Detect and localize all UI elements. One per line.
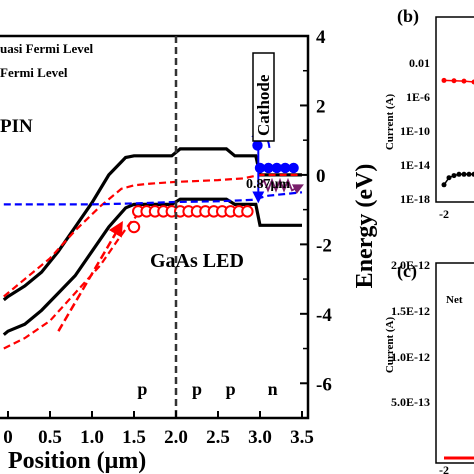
- quasi-fermi-electrons-line: [3, 173, 302, 298]
- b-series-point: [471, 79, 474, 85]
- y-tick-label: -4: [316, 305, 332, 326]
- wavelength-label: 0.87μm: [246, 177, 290, 192]
- panel-a-y-ticks: -6 -4 -2 0 2 4: [300, 27, 332, 419]
- device-label: GaAs LED: [150, 250, 244, 272]
- electrons-point: [263, 162, 274, 174]
- b-ytick: 1E-6: [406, 90, 430, 104]
- hole-injection-arrow: [57, 220, 123, 332]
- c-ytick: 1.0E-12: [391, 350, 430, 364]
- doping-label: n: [268, 379, 278, 399]
- b-series-point: [451, 78, 457, 84]
- cathode-frame: [252, 52, 275, 142]
- b-ytick: 1E-10: [400, 124, 430, 138]
- doping-label: p: [192, 379, 202, 399]
- x-tick-label: 0.5: [38, 427, 62, 448]
- x-tick-label: 2.0: [164, 427, 188, 448]
- conduction-band-line: [2, 147, 302, 302]
- panel-c-legend: Net: [446, 294, 463, 306]
- y-tick-label: 0: [316, 166, 326, 187]
- panel-b-label: (b): [397, 6, 419, 27]
- electrons-point: [271, 162, 282, 174]
- panel-b-y-ticks: 0.01 1E-6 1E-10 1E-14 1E-18: [400, 56, 430, 206]
- panel-b-frame: [435, 16, 474, 203]
- x-axis-label: Position (μm): [8, 448, 146, 474]
- x-tick-label: 0: [3, 427, 13, 448]
- b-series-point: [441, 77, 447, 83]
- x-tick-label: 2.5: [206, 427, 230, 448]
- quasi-fermi-holes-line: [3, 208, 144, 350]
- c-ytick: 5.0E-13: [391, 395, 430, 409]
- b-xtick: -2: [439, 207, 449, 221]
- b-series-line: [443, 79, 474, 83]
- b-series-point: [456, 171, 462, 177]
- x-tick-label: 1.0: [80, 427, 104, 448]
- b-ytick: 1E-14: [400, 158, 430, 172]
- legend-quasi-fermi: uasi Fermi Level: [0, 41, 94, 56]
- panel-b: (b) Current (A) 0.01 1E-6 1E-10 1E-14 1E…: [384, 6, 474, 221]
- hole-entry-point: [127, 220, 141, 234]
- cathode-box: Cathode: [252, 52, 275, 142]
- b-series-point: [441, 182, 447, 188]
- photon-wave-icon: [259, 177, 304, 195]
- b-series-point: [461, 78, 467, 84]
- fermi-level-line: [3, 191, 303, 206]
- panel-c-frame: [435, 262, 474, 464]
- x-tick-label: 1.5: [122, 427, 146, 448]
- panel-a: 0 0.5 1.0 1.5 2.0 2.5 3.0 3.5 -6 -4 -2 0 2 4 uasi Fe…: [0, 27, 378, 474]
- panel-b-y-label: Current (A): [384, 94, 396, 151]
- y-axis-label: Energy (eV): [352, 164, 378, 289]
- electrons-point: [288, 162, 299, 174]
- b-ytick: 1E-18: [400, 192, 430, 206]
- b-series-point: [461, 171, 467, 177]
- b-series-point: [471, 171, 474, 177]
- panel-c-y-ticks: 2.0E-12 1.5E-12 1.0E-12 5.0E-13: [391, 258, 430, 409]
- b-series-point: [446, 175, 452, 181]
- b-ytick: 0.01: [409, 56, 430, 70]
- panel-b-series: [441, 77, 474, 188]
- valence-band-line: [2, 197, 302, 336]
- x-tick-label: 3.0: [248, 427, 272, 448]
- c-ytick: 2.0E-12: [391, 258, 430, 272]
- y-tick-label: -6: [316, 374, 332, 395]
- x-tick-label: 3.5: [290, 427, 314, 448]
- legend-fermi: Fermi Level: [0, 65, 68, 80]
- y-tick-label: 4: [316, 27, 326, 48]
- legend-net-label: Net: [446, 294, 463, 306]
- panel-c-label: (c): [397, 261, 417, 282]
- electron-top-point: [252, 140, 263, 151]
- y-tick-label: -2: [316, 235, 332, 256]
- b-series-point: [466, 171, 472, 177]
- b-series-point: [451, 173, 457, 179]
- panel-a-x-ticks: 0 0.5 1.0 1.5 2.0 2.5 3.0 3.5: [3, 411, 314, 448]
- panel-a-frame: [0, 34, 310, 420]
- c-xtick: -2: [439, 463, 449, 474]
- panel-c: (c) Current (A) 2.0E-12 1.5E-12 1.0E-12 …: [384, 258, 474, 474]
- c-ytick: 1.5E-12: [391, 304, 430, 318]
- cathode-label: Cathode: [254, 74, 273, 136]
- pin-label: PIN: [0, 116, 33, 137]
- y-tick-label: 2: [316, 96, 326, 117]
- doping-label: p: [226, 379, 236, 399]
- electrons-point: [280, 162, 291, 174]
- panel-c-y-label: Current (A): [384, 317, 396, 374]
- holes-point: [241, 205, 254, 218]
- doping-label: p: [137, 379, 147, 399]
